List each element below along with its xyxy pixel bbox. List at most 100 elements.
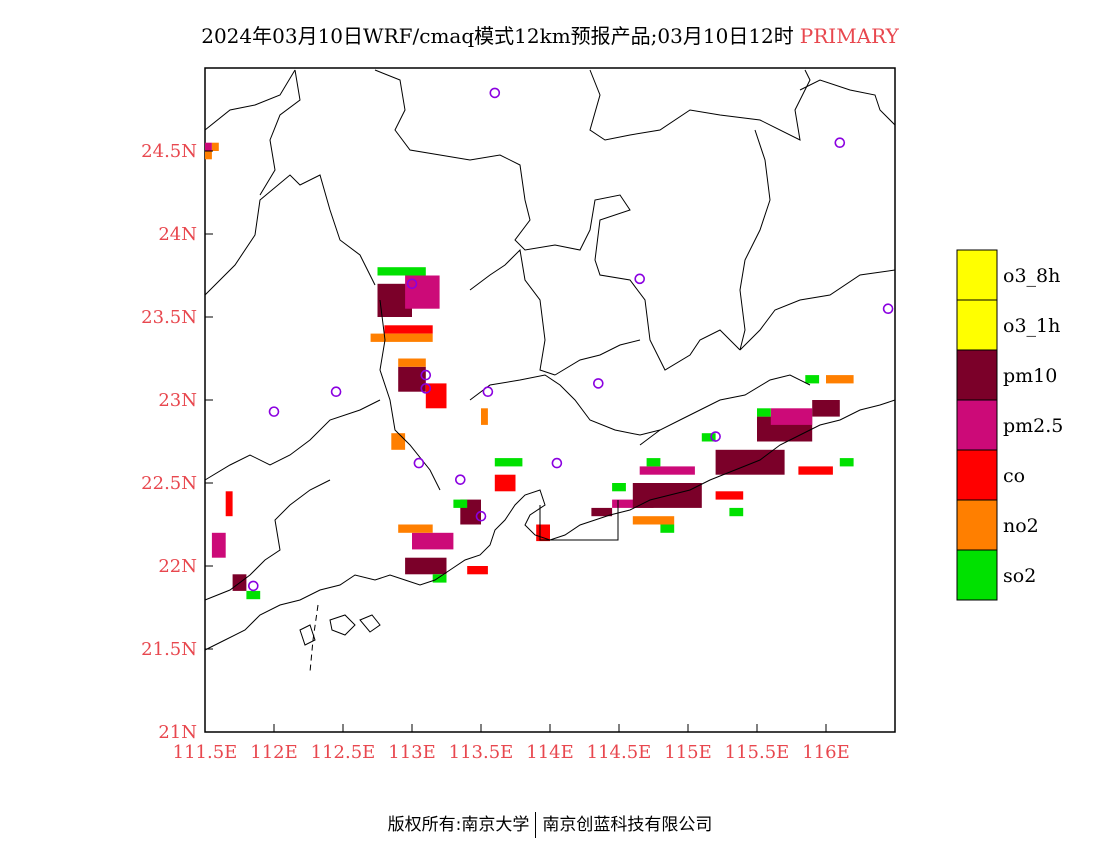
lon-tick-label: 112.5E [311,742,376,763]
pollution-cell-pm25 [770,408,813,425]
lon-tick-label: 116E [802,742,850,763]
footer-left: 版权所有:南京大学 [387,815,530,835]
station-marker [268,406,280,417]
island [329,614,356,636]
pollution-cell-so2 [839,458,854,467]
station-marker [482,386,494,398]
pollution-cell-no2 [370,333,433,342]
legend-label: o3_1h [1003,315,1060,337]
region-box [539,500,619,541]
lon-tick-label: 111.5E [173,742,238,763]
lon-tick-label: 113.5E [449,742,514,763]
pollution-cell-pm10 [715,449,785,475]
station-marker [592,378,604,389]
pollution-cell-pm25 [405,275,440,309]
pollution-cell-co [715,491,744,500]
lat-tick-label: 22N [158,556,197,577]
footer-separator [535,812,537,838]
plot-frame [204,67,896,733]
boundary-line [204,399,381,481]
station-marker [330,386,342,398]
footer-right: 南京创蓝科技有限公司 [542,815,713,835]
pollution-cell-pm25 [205,142,212,151]
pollution-cell-pm10 [405,557,447,575]
pollution-cells [205,142,854,600]
boundary-line [469,374,661,436]
pollution-cell-so2 [453,499,468,508]
legend-swatch [956,449,998,501]
pollution-cell-no2 [211,142,219,151]
pollution-cell-co [798,466,833,475]
pollution-cell-so2 [757,408,771,417]
legend-label: co [1003,465,1025,487]
lat-tick-label: 21.5N [141,639,197,660]
pollution-cell-co [384,325,433,334]
station-marker [475,510,487,522]
station-markers [248,87,894,592]
pollution-cell-no2 [632,516,675,525]
pollution-cell-pm25 [639,466,695,475]
pollution-cell-so2 [805,375,820,384]
pollution-cell-no2 [205,151,212,160]
pollution-cell-so2 [660,524,675,533]
boundary-line [204,69,296,131]
station-marker [882,303,894,315]
pollution-cell-so2 [701,433,716,442]
boundary-line [554,339,641,376]
pollution-cell-co [467,566,488,575]
pollution-cell-co [425,383,447,409]
station-marker [248,580,259,592]
boundary-line [639,374,811,446]
title-main: 2024年03月10日WRF/cmaq模式12km预报产品;03月10日12时 [201,24,794,48]
island [359,614,381,633]
station-marker [710,431,721,442]
legend-swatch [956,499,998,551]
legend-label: no2 [1003,515,1039,537]
station-marker [489,87,501,99]
pollution-cell-no2 [481,408,488,425]
coastline [204,399,896,651]
pollution-cell-pm25 [211,532,226,558]
pollution-cell-so2 [612,483,626,492]
copyright-footer: 版权所有:南京大学 南京创蓝科技有限公司 [0,810,1100,838]
station-marker [420,383,432,394]
legend-swatch [956,249,998,301]
legend-swatch [956,299,998,351]
station-marker [454,474,466,485]
boundary-line [379,299,441,491]
island-dash [309,604,319,673]
lat-tick-label: 23N [158,390,197,411]
pollution-cell-pm25 [412,532,454,550]
pollution-cell-so2 [432,574,447,583]
station-marker [634,273,646,285]
pollution-cell-so2 [377,267,426,276]
boundary-line [259,69,301,196]
station-marker [834,137,846,148]
legend-swatch [956,549,998,601]
pollution-cell-pm10 [812,400,840,417]
legend: o3_8h o3_1h pm10 pm2.5 co no2 so2 [956,249,1063,601]
station-marker [413,457,425,469]
lat-tick-label: 24N [158,224,197,245]
pollution-cell-no2 [398,358,426,367]
station-marker [420,369,432,381]
legend-swatch [956,399,998,451]
legend-label: pm2.5 [1003,415,1063,437]
legend-label: so2 [1003,565,1036,587]
lat-tick-label: 23.5N [141,307,197,328]
admin-boundaries [204,69,896,673]
boundary-line [799,79,896,126]
boundary-line [204,479,331,601]
island [299,624,316,646]
pollution-cell-pm10 [591,507,613,517]
map-title: 2024年03月10日WRF/cmaq模式12km预报产品;03月10日12时 P… [0,20,1100,49]
lat-tick-label: 22.5N [141,473,197,494]
station-marker [551,457,563,469]
boundary-line [469,248,556,376]
pollution-cell-no2 [826,375,854,384]
lon-tick-label: 115E [664,742,712,763]
pollution-cell-co [225,491,233,517]
lon-tick-label: 114E [526,742,574,763]
